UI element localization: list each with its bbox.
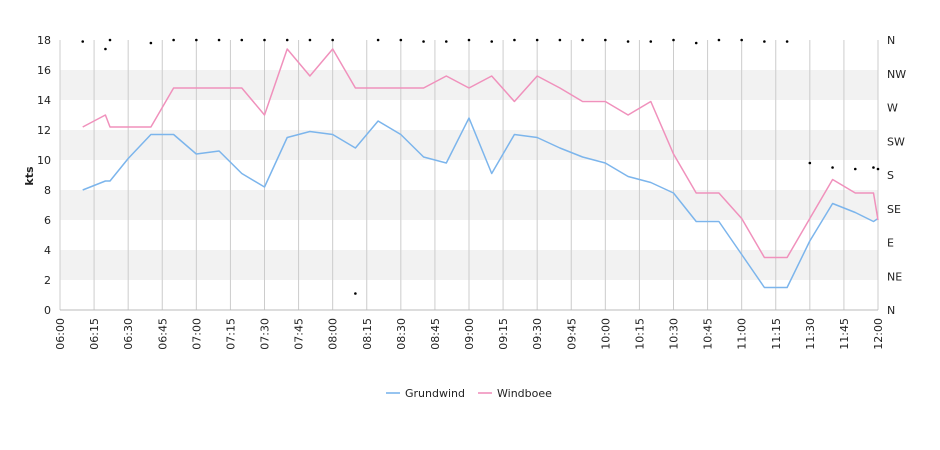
direction-point: [694, 41, 698, 45]
legend-item-windboee[interactable]: Windboee: [478, 387, 552, 400]
series-line-windboee: [82, 48, 879, 259]
x-tick-label: 06:30: [122, 318, 135, 350]
direction-point: [626, 40, 630, 43]
y2-tick-label: NE: [887, 270, 902, 283]
direction-point: [240, 38, 244, 42]
direction-point: [763, 40, 766, 43]
plot-series: [82, 48, 879, 289]
direction-markers: [81, 38, 880, 295]
x-tick-label: 11:45: [838, 318, 851, 350]
direction-point: [581, 38, 584, 42]
direction-point: [831, 166, 834, 169]
direction-point: [876, 167, 880, 171]
direction-point: [672, 38, 675, 42]
direction-point: [331, 38, 334, 42]
y-tick-label: 10: [37, 154, 51, 167]
y-tick-label: 6: [44, 214, 51, 227]
y2-tick-label: N: [887, 304, 895, 317]
direction-point: [444, 40, 448, 43]
direction-point: [172, 38, 175, 42]
x-tick-label: 06:45: [156, 318, 169, 350]
y-tick-label: 14: [37, 94, 51, 107]
direction-point: [649, 40, 653, 43]
x-tick-label: 09:00: [463, 318, 476, 350]
legend-label-grundwind: Grundwind: [405, 387, 465, 400]
direction-point: [195, 38, 198, 42]
plot-grid: [59, 40, 879, 310]
y2-tick-label: E: [887, 237, 894, 250]
x-tick-label: 10:00: [599, 318, 612, 350]
x-tick-label: 10:45: [702, 318, 715, 350]
direction-point: [422, 40, 425, 43]
x-tick-label: 11:30: [804, 318, 817, 350]
direction-point: [81, 40, 85, 43]
x-tick-label: 06:15: [88, 318, 101, 350]
legend-label-windboee: Windboee: [497, 387, 552, 400]
direction-point: [535, 38, 539, 42]
x-tick-label: 10:30: [668, 318, 681, 350]
direction-point: [513, 38, 516, 42]
y-tick-label: 8: [44, 184, 51, 197]
y-tick-label: 4: [44, 244, 51, 257]
x-tick-label: 07:45: [293, 318, 306, 350]
x-tick-label: 06:00: [54, 318, 67, 350]
series-line-grundwind: [82, 117, 879, 289]
x-tick-label: 08:00: [327, 318, 340, 350]
x-tick-label: 08:15: [361, 318, 374, 350]
y2-tick-label: NW: [887, 68, 906, 81]
y2-tick-label: N: [887, 34, 895, 47]
y2-tick-label: S: [887, 169, 894, 182]
direction-point: [399, 38, 403, 42]
direction-point: [740, 38, 743, 42]
direction-point: [872, 166, 875, 169]
x-tick-label: 07:00: [190, 318, 203, 350]
direction-point: [558, 38, 562, 42]
direction-point: [853, 167, 857, 171]
x-tick-label: 07:30: [259, 318, 272, 350]
direction-point: [149, 41, 153, 45]
direction-point: [717, 38, 721, 42]
legend-item-grundwind[interactable]: Grundwind: [386, 387, 465, 400]
direction-point: [263, 38, 266, 42]
direction-point: [108, 38, 112, 42]
direction-point: [354, 292, 357, 295]
direction-point: [785, 40, 789, 43]
y2-tick-label: SE: [887, 203, 901, 216]
y2-tick-label: W: [887, 102, 898, 115]
y-tick-label: 16: [37, 64, 51, 77]
x-tick-label: 09:15: [497, 318, 510, 350]
x-tick-label: 11:15: [770, 318, 783, 350]
direction-point: [376, 38, 380, 42]
x-tick-label: 07:15: [224, 318, 237, 350]
direction-point: [604, 38, 607, 42]
y-axis-label: kts: [23, 166, 36, 186]
y-tick-label: 0: [44, 304, 51, 317]
y-tick-label: 18: [37, 34, 51, 47]
direction-point: [285, 38, 289, 42]
y2-tick-label: SW: [887, 135, 905, 148]
y-tick-label: 2: [44, 274, 51, 287]
x-tick-label: 10:15: [633, 318, 646, 350]
direction-point: [308, 38, 312, 42]
plot-axes: 06:00 06:15 06:30 06:45 07:00 07:15 07:30 07:45…: [37, 34, 906, 350]
direction-point: [217, 38, 221, 42]
x-tick-label: 09:30: [531, 318, 544, 350]
legend: Grundwind Windboee: [386, 387, 552, 400]
x-tick-label: 08:30: [395, 318, 408, 350]
direction-point: [808, 161, 812, 165]
y-tick-label: 12: [37, 124, 51, 137]
x-tick-label: 12:00: [872, 318, 885, 350]
direction-point: [490, 40, 494, 43]
x-tick-label: 09:45: [565, 318, 578, 350]
direction-point: [104, 47, 107, 51]
direction-point: [467, 38, 471, 42]
x-tick-label: 11:00: [736, 318, 749, 350]
x-tick-label: 08:45: [429, 318, 442, 350]
